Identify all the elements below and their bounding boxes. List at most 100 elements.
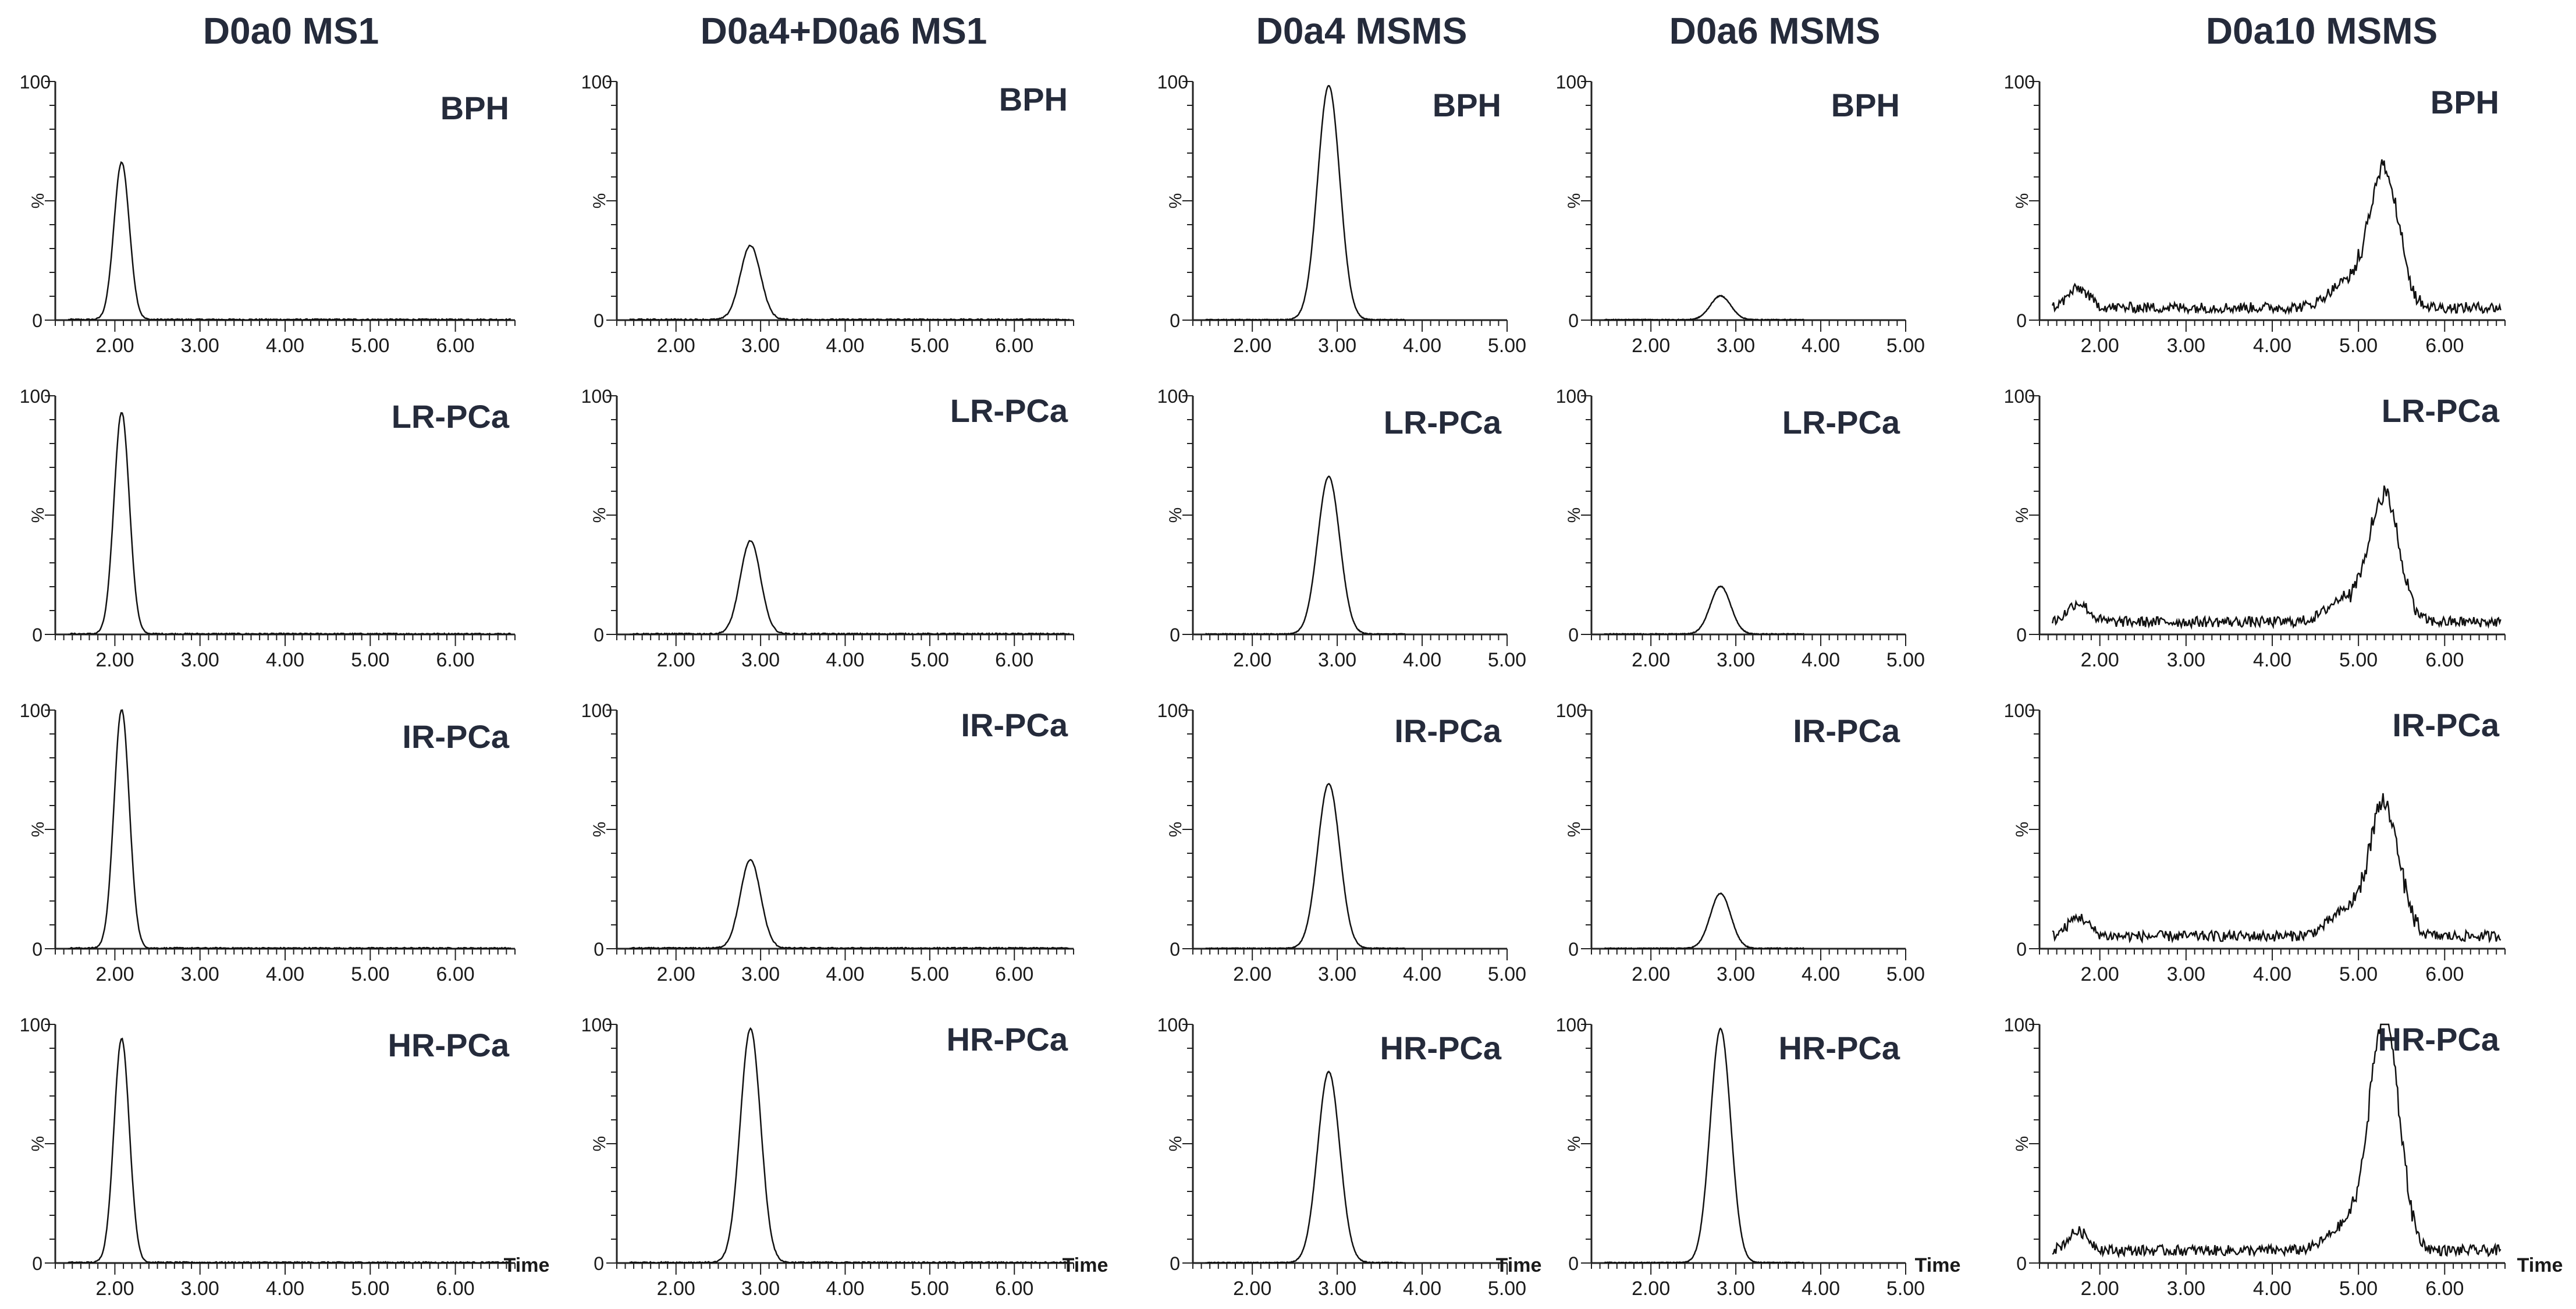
c2-r4-y-axis-title: % — [590, 1136, 609, 1152]
c1-r3-x-tick-label: 2.00 — [95, 963, 134, 985]
c1-r1-x-tick-label: 2.00 — [95, 335, 134, 357]
c1-r3-x-tick-label: 5.00 — [351, 963, 389, 985]
c2-r2-sample-label: LR-PCa — [950, 392, 1068, 429]
c5-r1-x-tick-label: 6.00 — [2425, 335, 2464, 357]
c2-r3-x-tick-label: 3.00 — [741, 963, 780, 985]
c2-r2-y-label-0: 0 — [594, 625, 604, 645]
c2-r2-x-tick-label: 3.00 — [741, 649, 780, 671]
c4-r1-sample-label: BPH — [1831, 87, 1900, 123]
c2-r1-x-tick-label: 5.00 — [911, 335, 949, 357]
c4-r4-y-label-0: 0 — [1568, 1253, 1579, 1274]
c4-r4-y-label-100: 100 — [1556, 1014, 1587, 1035]
c2-r3-x-tick-label: 2.00 — [657, 963, 695, 985]
c1-r1-y-axis-title: % — [29, 193, 48, 209]
c1-r2-x-tick-label: 4.00 — [266, 649, 304, 671]
c3-r3-sample-label: IR-PCa — [1394, 712, 1501, 749]
column-title-3: D0a4 MSMS — [1256, 10, 1468, 52]
c4-r1-x-tick-label: 3.00 — [1717, 335, 1755, 357]
c5-r4-x-tick-label: 4.00 — [2253, 1278, 2291, 1300]
c4-r3-y-label-100: 100 — [1556, 700, 1587, 721]
c1-r2-x-tick-label: 3.00 — [181, 649, 219, 671]
c5-r4-y-label-100: 100 — [2004, 1014, 2035, 1035]
c3-r4-y-axis-title: % — [1166, 1136, 1185, 1152]
c4-r3-trace — [1604, 892, 1804, 950]
c4-r3-x-tick-label: 3.00 — [1717, 963, 1755, 985]
c2-r4-x-tick-label: 4.00 — [826, 1278, 864, 1300]
c1-r1-trace — [67, 161, 511, 321]
c4-r2-x-tick-label: 5.00 — [1886, 649, 1925, 671]
c5-r2-y-label-0: 0 — [2016, 625, 2027, 645]
column-title-5: D0a10 MSMS — [2205, 10, 2438, 52]
c2-r3-y-axis-title: % — [590, 822, 609, 838]
x-axis-title-1: Time — [504, 1254, 550, 1276]
c5-r2-trace — [2051, 485, 2502, 630]
c2-r2-x-tick-label: 4.00 — [826, 649, 864, 671]
c2-r2-x-tick-label: 6.00 — [995, 649, 1033, 671]
c4-r1-y-label-0: 0 — [1568, 310, 1579, 331]
c3-r4-sample-label: HR-PCa — [1380, 1030, 1502, 1066]
c1-r2-x-tick-label: 5.00 — [351, 649, 389, 671]
c5-r1-trace — [2052, 159, 2502, 315]
c4-r1-x-tick-label: 5.00 — [1886, 335, 1925, 357]
c4-r2-y-axis-title: % — [1565, 508, 1584, 523]
c2-r4-y-label-0: 0 — [594, 1253, 604, 1274]
c5-r4-x-tick-label: 5.00 — [2339, 1278, 2378, 1300]
c3-r4-y-label-100: 100 — [1157, 1014, 1188, 1035]
c2-r1-trace — [629, 244, 1070, 321]
c5-r3-trace — [2052, 793, 2502, 944]
c3-r1-trace — [1205, 85, 1406, 321]
c2-r4-trace — [629, 1027, 1070, 1264]
c3-r2-x-tick-label: 5.00 — [1488, 649, 1526, 671]
c1-r4-y-axis-title: % — [29, 1136, 48, 1152]
c1-r1-x-tick-label: 6.00 — [436, 335, 474, 357]
c2-r1-sample-label: BPH — [999, 81, 1068, 118]
c2-r2-trace — [629, 540, 1070, 636]
c3-r1-y-axis-title: % — [1166, 193, 1185, 209]
c4-r1-x-tick-label: 2.00 — [1632, 335, 1670, 357]
c3-r2-y-axis-title: % — [1166, 508, 1185, 523]
c5-r1-x-tick-label: 4.00 — [2253, 335, 2291, 357]
c2-r4-y-label-100: 100 — [581, 1014, 612, 1035]
c3-r4-x-tick-label: 4.00 — [1403, 1278, 1441, 1300]
c5-r2-y-axis-title: % — [2013, 508, 2032, 523]
c2-r2-x-tick-label: 2.00 — [657, 649, 695, 671]
c4-r3-y-label-0: 0 — [1568, 939, 1579, 960]
c2-r2-y-label-100: 100 — [581, 386, 612, 407]
c2-r4-x-tick-label: 6.00 — [995, 1278, 1033, 1300]
c2-r3-x-tick-label: 6.00 — [995, 963, 1033, 985]
c3-r4-y-label-0: 0 — [1170, 1253, 1180, 1274]
c2-r1-x-tick-label: 6.00 — [995, 335, 1033, 357]
c4-r1-y-axis-title: % — [1565, 193, 1584, 209]
c5-r2-x-tick-label: 3.00 — [2167, 649, 2205, 671]
c4-r4-trace — [1604, 1027, 1804, 1265]
c5-r1-x-tick-label: 2.00 — [2081, 335, 2119, 357]
c2-r3-y-label-0: 0 — [594, 939, 604, 960]
c1-r3-x-tick-label: 4.00 — [266, 963, 304, 985]
c5-r4-x-tick-label: 6.00 — [2425, 1278, 2464, 1300]
c4-r4-y-axis-title: % — [1565, 1136, 1584, 1152]
c3-r4-x-tick-label: 3.00 — [1318, 1278, 1356, 1300]
c1-r4-trace — [67, 1037, 511, 1264]
c4-r1-x-tick-label: 4.00 — [1802, 335, 1840, 357]
c4-r4-x-tick-label: 3.00 — [1717, 1278, 1755, 1300]
c1-r1-y-label-100: 100 — [20, 72, 51, 93]
c5-r1-y-label-100: 100 — [2004, 72, 2035, 93]
c1-r1-sample-label: BPH — [440, 90, 509, 126]
c3-r3-y-label-0: 0 — [1170, 939, 1180, 960]
c1-r4-x-tick-label: 3.00 — [181, 1278, 219, 1300]
c3-r1-x-tick-label: 2.00 — [1233, 335, 1271, 357]
c5-r4-sample-label: HR-PCa — [2378, 1021, 2500, 1058]
c5-r3-x-tick-label: 6.00 — [2425, 963, 2464, 985]
c4-r3-x-tick-label: 2.00 — [1632, 963, 1670, 985]
c1-r2-sample-label: LR-PCa — [392, 398, 510, 435]
c3-r2-y-label-0: 0 — [1170, 625, 1180, 645]
c3-r3-x-tick-label: 2.00 — [1233, 963, 1271, 985]
c2-r3-trace — [629, 859, 1070, 950]
c4-r4-x-tick-label: 2.00 — [1632, 1278, 1670, 1300]
c1-r1-x-tick-label: 3.00 — [181, 335, 219, 357]
c1-r3-x-tick-label: 6.00 — [436, 963, 474, 985]
c1-r2-trace — [67, 412, 511, 636]
c3-r3-trace — [1205, 783, 1406, 950]
c5-r4-y-label-0: 0 — [2016, 1253, 2027, 1274]
